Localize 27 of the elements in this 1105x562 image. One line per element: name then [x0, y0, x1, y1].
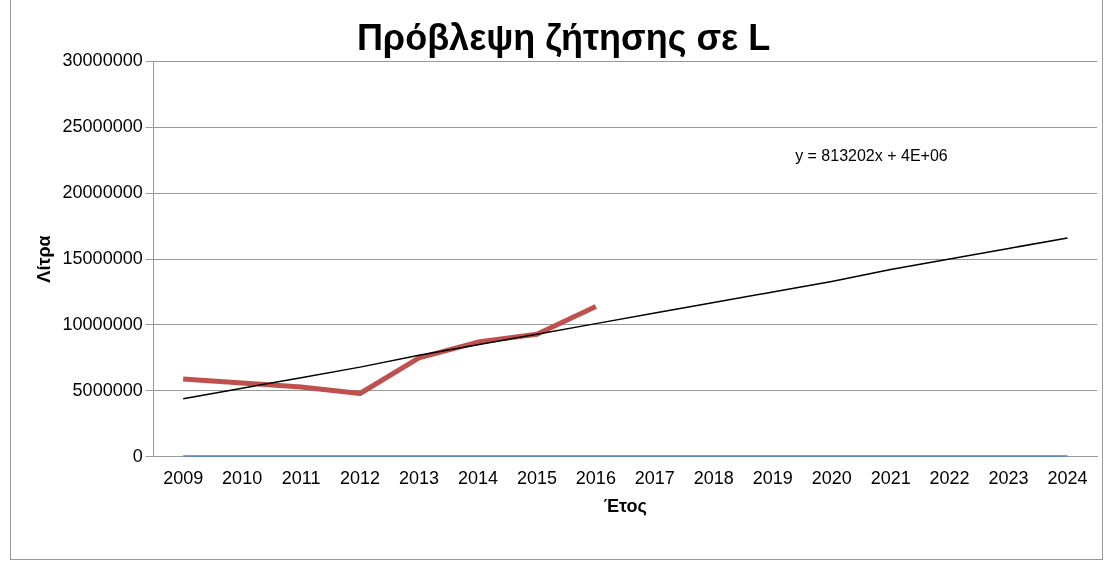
x-tick-label: 2014	[457, 467, 498, 488]
x-tick-label: 2023	[988, 467, 1029, 488]
x-tick-label: 2022	[929, 467, 970, 488]
y-tick-label: 15000000	[62, 247, 143, 268]
x-tick-label: 2024	[1047, 467, 1088, 488]
x-tick-label: 2016	[575, 467, 616, 488]
y-tick-label: 30000000	[62, 50, 143, 71]
y-axis-title: Λίτρα	[33, 235, 54, 283]
x-tick-label: 2011	[281, 467, 321, 488]
annotation: y = 813202x + 4E+06	[795, 146, 948, 164]
x-tick-label: 2020	[811, 467, 852, 488]
x-tick-label: 2009	[163, 467, 204, 488]
x-tick-label: 2013	[398, 467, 440, 488]
x-tick-label: 2019	[752, 467, 793, 488]
x-tick-label: 2010	[222, 467, 263, 488]
x-axis-title: Έτος	[603, 496, 647, 517]
y-tick-label: 0	[132, 445, 143, 466]
chart-title: Πρόβλεψη ζήτησης σε L	[356, 16, 771, 58]
y-tick-label: 10000000	[62, 313, 143, 334]
x-tick-label: 2015	[516, 467, 557, 488]
y-tick-label: 25000000	[62, 116, 143, 137]
x-tick-label: 2018	[693, 467, 734, 488]
x-tick-label: 2021	[870, 467, 911, 488]
y-tick-label: 5000000	[72, 379, 143, 400]
y-tick-label: 20000000	[62, 182, 143, 203]
x-tick-label: 2017	[634, 467, 675, 488]
x-tick-label: 2012	[340, 467, 381, 488]
